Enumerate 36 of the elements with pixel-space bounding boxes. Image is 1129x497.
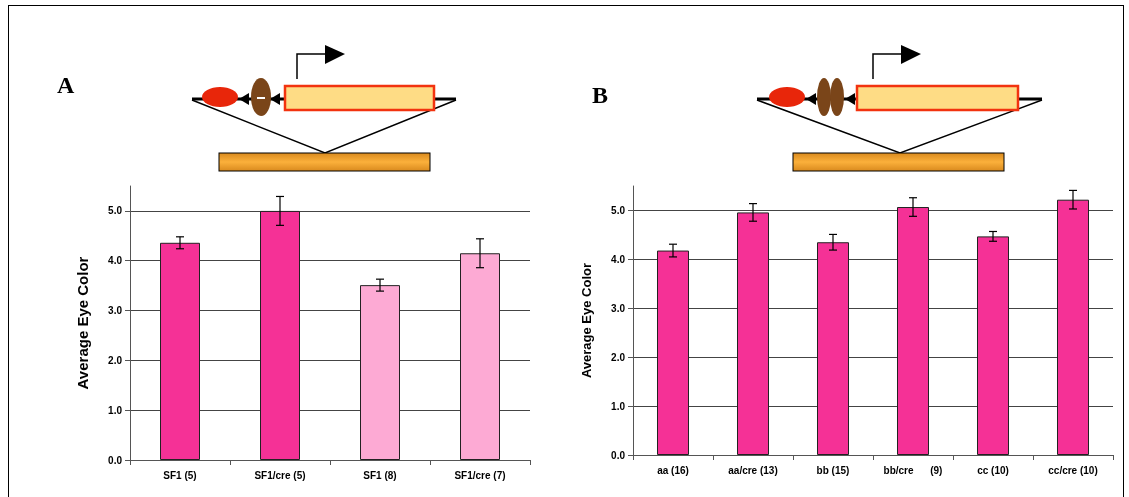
- y-tick-label: 2.0: [108, 354, 123, 366]
- bar: [737, 212, 769, 455]
- bar: [657, 250, 689, 455]
- y-tick-label: 4.0: [108, 255, 123, 267]
- y-tick-label: 0.0: [108, 454, 123, 466]
- x-tick-label: cc (10): [977, 464, 1009, 476]
- y-tick-label: 0.0: [611, 449, 626, 461]
- y-tick-label: 4.0: [611, 253, 626, 265]
- bar: [460, 253, 500, 460]
- x-tick-label: aa (16): [657, 464, 689, 476]
- bar: [160, 242, 200, 460]
- bar: [1057, 199, 1089, 455]
- y-tick-label: 3.0: [611, 302, 626, 314]
- bar: [260, 210, 300, 460]
- bar: [897, 207, 929, 455]
- x-tick-label: cc/cre (10): [1048, 464, 1098, 476]
- y-axis-title: Average Eye Color: [579, 262, 594, 379]
- x-tick-label: SF1/cre (7): [454, 469, 506, 481]
- x-tick-label: SF1/cre (5): [254, 469, 306, 481]
- bar: [360, 285, 400, 460]
- chart-title: B: [592, 82, 609, 108]
- y-tick-label: 5.0: [611, 204, 626, 216]
- chart-title: A: [57, 72, 75, 98]
- x-tick-label: bb/cre (9): [883, 464, 943, 476]
- x-tick-label: SF1 (5): [163, 469, 197, 481]
- y-tick-label: 3.0: [108, 305, 123, 317]
- x-tick-label: aa/cre (13): [728, 464, 778, 476]
- x-tick-label: SF1 (8): [363, 469, 397, 481]
- y-tick-label: 1.0: [108, 404, 123, 416]
- bar: [817, 242, 849, 455]
- y-tick-label: 2.0: [611, 351, 626, 363]
- y-tick-label: 1.0: [611, 400, 626, 412]
- bar: [977, 236, 1009, 455]
- y-tick-label: 5.0: [108, 205, 123, 217]
- y-axis-title: Average Eye Color: [74, 256, 91, 390]
- x-tick-label: bb (15): [816, 464, 850, 476]
